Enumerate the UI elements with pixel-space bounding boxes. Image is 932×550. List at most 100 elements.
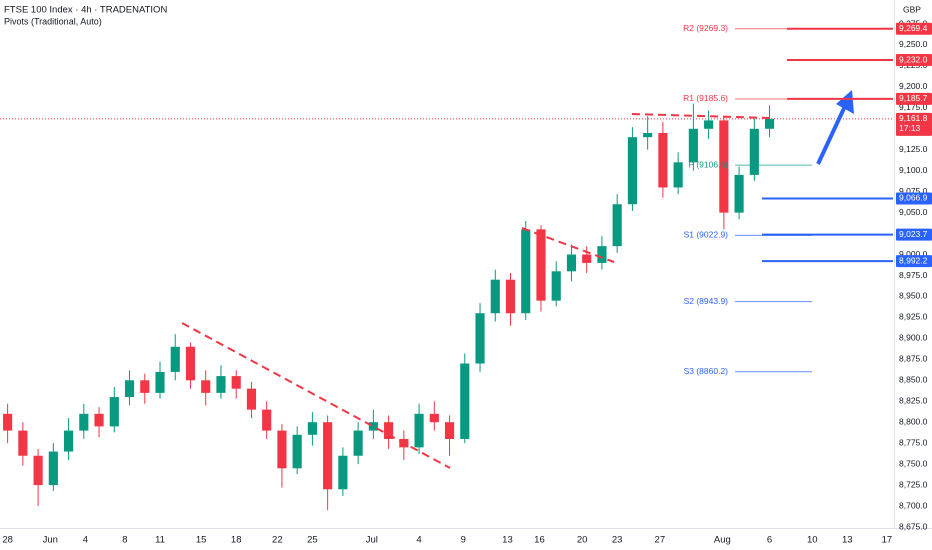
candle-body: [551, 271, 561, 301]
y-tick-label: 8,800.0: [899, 416, 928, 426]
y-tick-label: 8,675.0: [899, 521, 928, 531]
x-tick-label: 27: [655, 535, 666, 546]
level-price-box: [896, 54, 932, 67]
x-tick-label: Jul: [366, 535, 378, 546]
pivot-label: P (9106.6): [688, 159, 728, 169]
candle-body: [719, 120, 729, 213]
y-tick-label: 8,700.0: [899, 500, 928, 510]
chart-title: FTSE 100 Index · 4h · TRADENATION: [4, 5, 167, 16]
x-tick-label: 20: [577, 535, 588, 546]
x-tick-label: Jun: [43, 535, 58, 546]
y-tick-label: 9,125.0: [899, 144, 928, 154]
candle-body: [277, 430, 287, 469]
x-tick-label: 16: [534, 535, 545, 546]
candle-body: [704, 120, 714, 129]
candle-body: [368, 422, 378, 431]
candle-body: [384, 422, 394, 439]
x-tick-label: 23: [612, 535, 623, 546]
candle-body: [338, 455, 348, 490]
x-tick-label: 15: [196, 535, 207, 546]
candle-body: [764, 118, 775, 129]
y-tick-label: 8,975.0: [899, 270, 928, 280]
y-tick-label: 8,925.0: [899, 312, 928, 322]
level-price-label: 8,992.2: [899, 255, 928, 265]
level-price-box: [896, 192, 932, 205]
x-tick-label: 4: [416, 535, 421, 546]
candle-body: [124, 380, 135, 398]
candle-body: [3, 413, 13, 431]
y-tick-label: 8,775.0: [899, 437, 928, 447]
candle-body: [505, 279, 516, 314]
candle-body: [262, 409, 272, 431]
candle-body: [185, 346, 196, 381]
candle-body: [216, 376, 226, 393]
y-tick-label: 9,000.0: [899, 249, 928, 259]
pivot-label: S2 (8943.9): [684, 296, 729, 306]
trendline: [521, 227, 615, 263]
trendline: [181, 322, 451, 469]
resistance-line: [631, 113, 773, 119]
x-tick-label: 8: [122, 535, 127, 546]
y-tick-label: 8,825.0: [899, 396, 928, 406]
level-price-label: 9,066.9: [899, 193, 928, 203]
candle-body: [79, 413, 89, 431]
candle-body: [231, 376, 241, 389]
y-tick-label: 9,175.0: [899, 102, 928, 112]
candle-body: [566, 254, 577, 272]
candle-body: [429, 413, 439, 423]
y-tick-label: 8,750.0: [899, 458, 928, 468]
level-price-box: [896, 92, 932, 105]
y-tick-label: 8,875.0: [899, 354, 928, 364]
candle-body: [490, 279, 500, 314]
candle-body: [414, 413, 424, 448]
y-tick-label: 9,250.0: [899, 39, 928, 49]
x-tick-label: 13: [502, 535, 513, 546]
pivot-label: S3 (8860.2): [684, 366, 729, 376]
pivot-label: S1 (9022.9): [684, 230, 729, 240]
y-tick-label: 8,950.0: [899, 291, 928, 301]
arrow-head: [836, 90, 854, 114]
x-tick-label: 4: [83, 535, 88, 546]
candle-body: [444, 422, 455, 439]
y-tick-label: 8,900.0: [899, 333, 928, 343]
candle-body: [323, 422, 333, 490]
indicator-name: Pivots (Traditional, Auto): [4, 16, 102, 26]
candle-body: [612, 204, 622, 247]
countdown-label: 17:13: [899, 123, 921, 133]
candle-body: [521, 229, 531, 314]
x-tick-label: 28: [2, 535, 13, 546]
candle-body: [658, 132, 668, 188]
level-price-box: [896, 22, 932, 35]
candle-body: [536, 229, 546, 301]
level-price-label: 9,232.0: [899, 54, 928, 64]
level-price-label: 9,269.4: [899, 23, 928, 33]
x-tick-label: 25: [307, 535, 318, 546]
last-price-label: 9,161.8: [899, 113, 928, 123]
candle-body: [749, 128, 759, 175]
last-price-box: [896, 112, 932, 136]
candle-body: [64, 430, 74, 452]
x-tick-label: 18: [231, 535, 242, 546]
y-tick-label: 8,850.0: [899, 375, 928, 385]
candle-body: [140, 380, 150, 393]
candle-body: [460, 363, 470, 439]
y-tick-label: 8,725.0: [899, 479, 928, 489]
candle-body: [643, 132, 653, 138]
candle-body: [688, 128, 698, 163]
y-tick-label: 9,100.0: [899, 165, 928, 175]
x-tick-label: Aug: [714, 535, 731, 546]
level-price-box: [896, 228, 932, 241]
level-price-box: [896, 255, 932, 268]
x-tick-label: 22: [272, 535, 283, 546]
candle-body: [353, 430, 363, 456]
level-price-label: 9,185.7: [899, 93, 928, 103]
x-tick-label: 11: [155, 535, 165, 546]
currency: GBP: [903, 4, 921, 14]
y-tick-label: 9,050.0: [899, 207, 928, 217]
candle-body: [246, 388, 257, 410]
level-price-label: 9,023.7: [899, 229, 928, 239]
candle-body: [475, 313, 485, 364]
y-tick-label: 9,200.0: [899, 81, 928, 91]
